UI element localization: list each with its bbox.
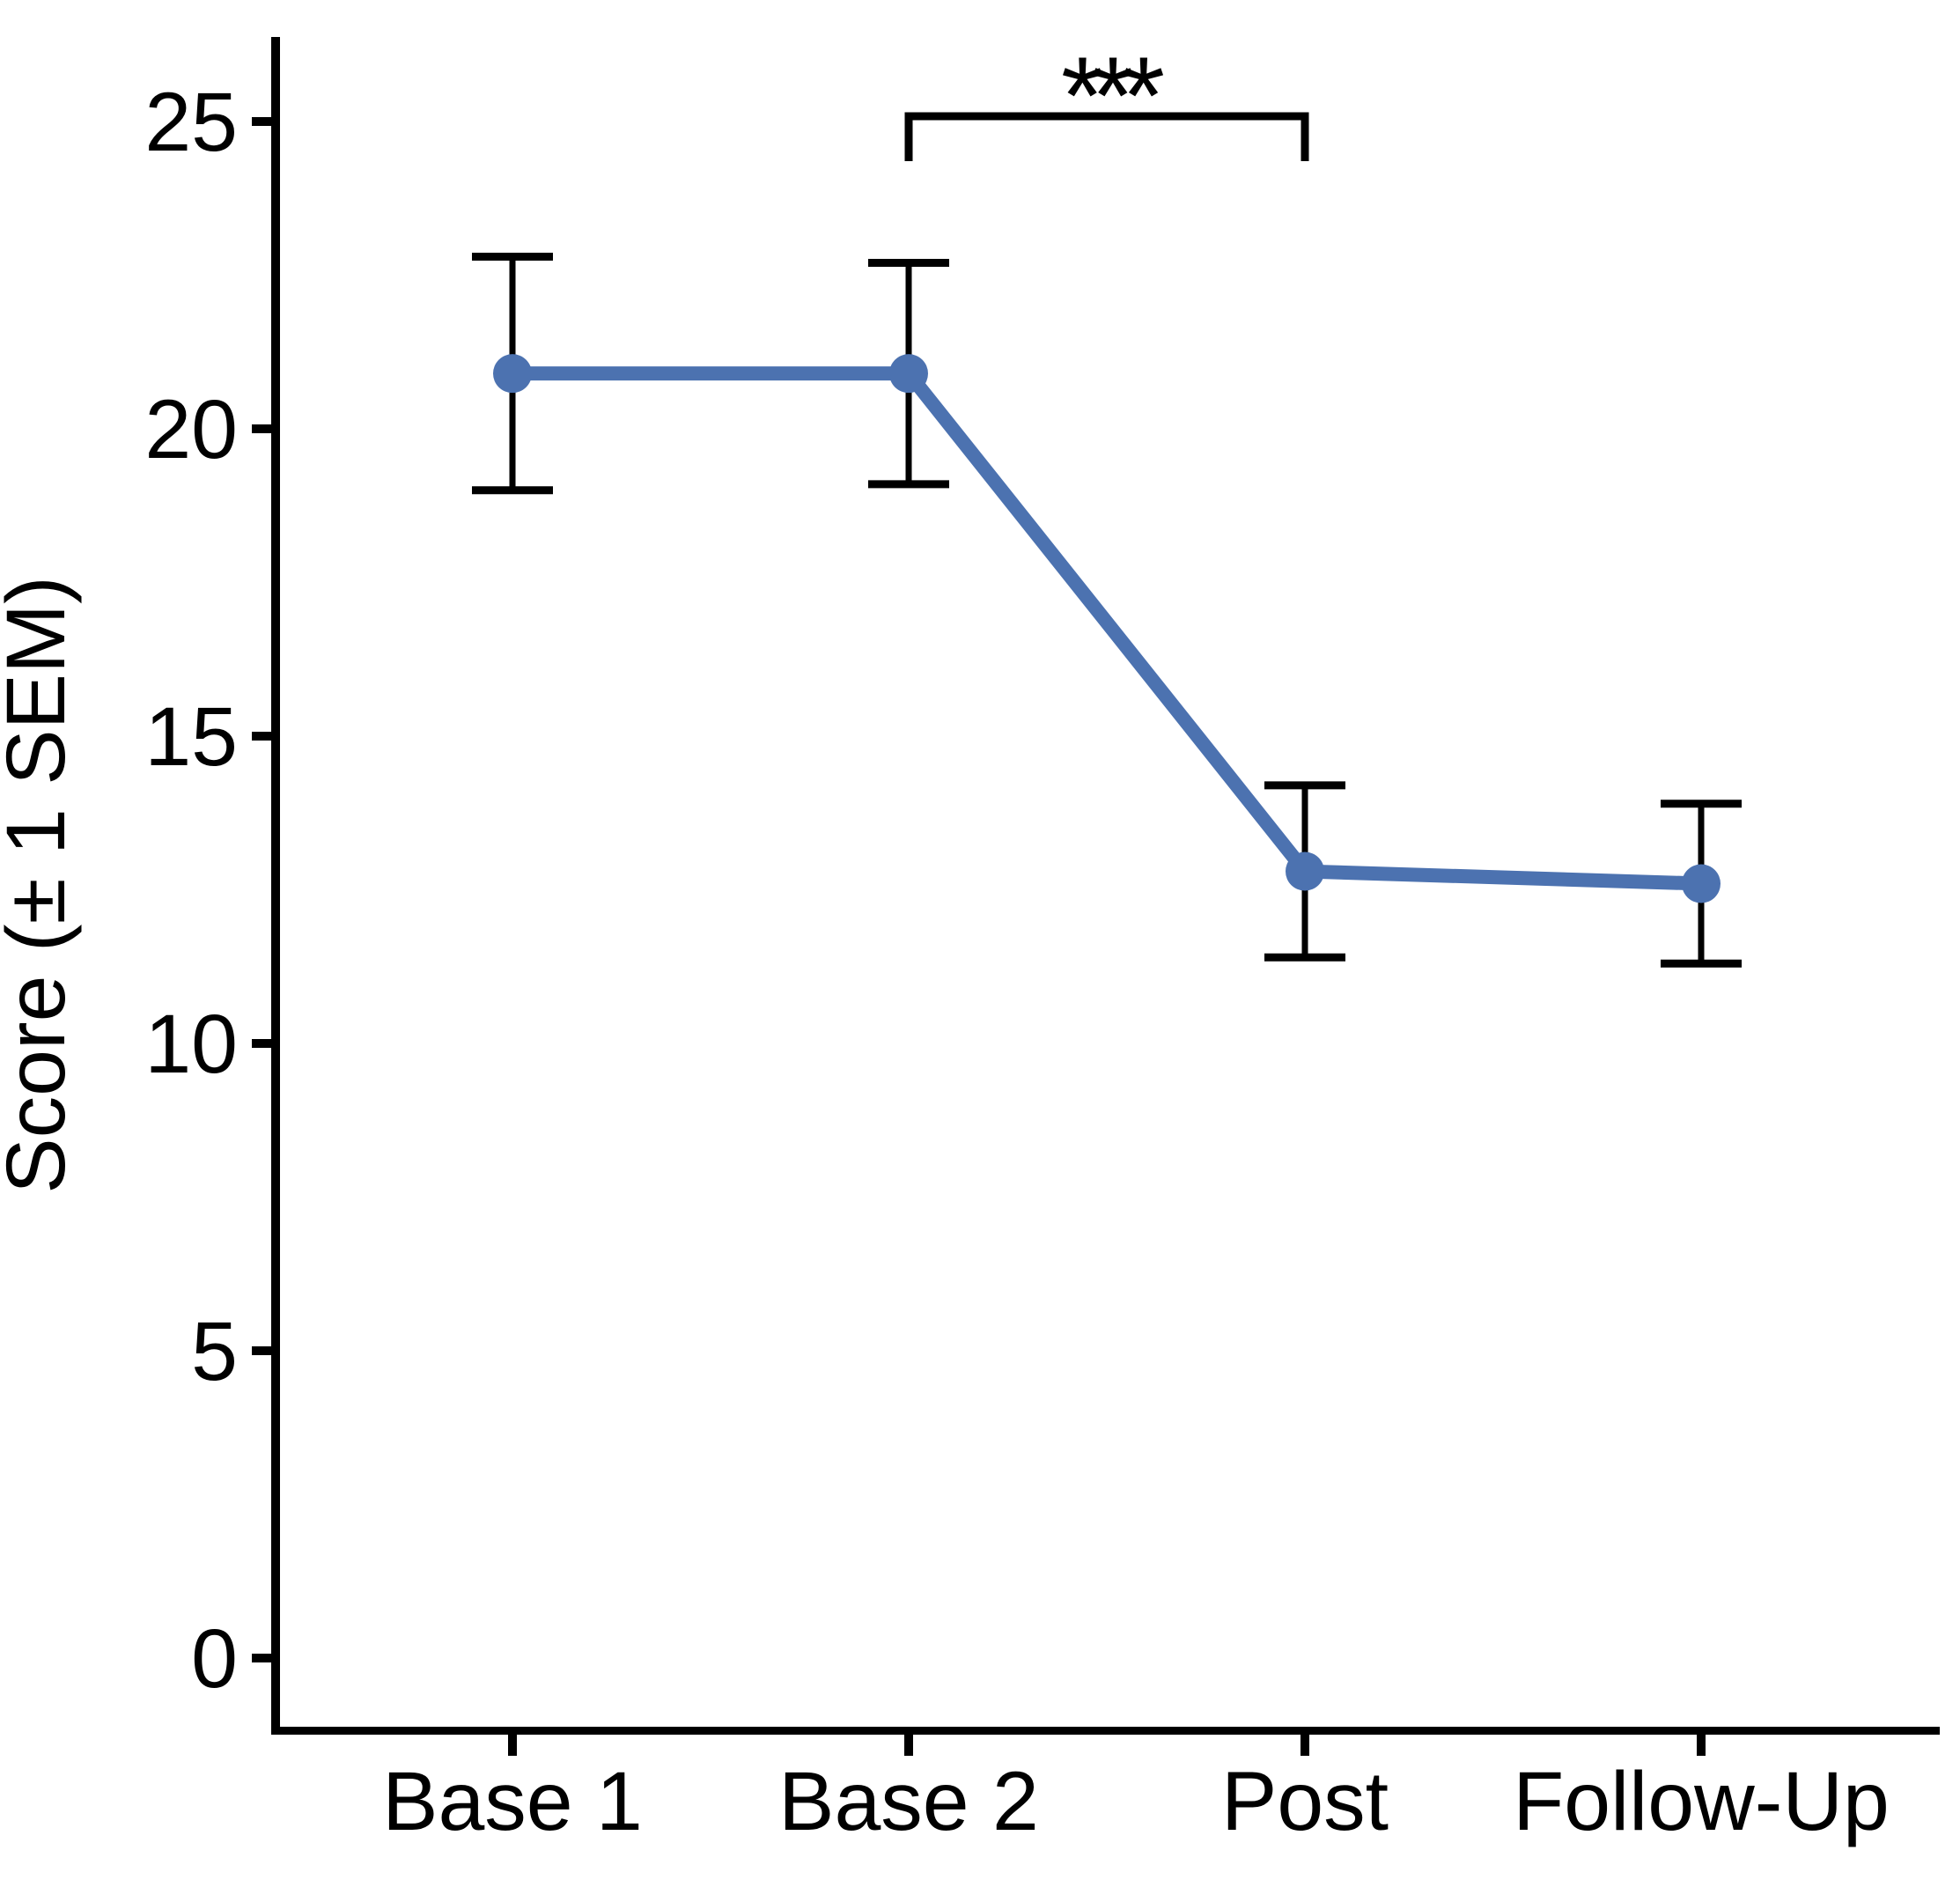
y-tick-5: [252, 1346, 271, 1355]
series-line: [505, 366, 1708, 891]
y-tick-label-10: 10: [144, 998, 238, 1091]
y-tick-15: [252, 732, 271, 741]
x-tick-label-base-1: Base 1: [382, 1755, 643, 1848]
x-tick-post: [1301, 1735, 1309, 1756]
y-axis-title: Score (± 1 SEM): [0, 576, 83, 1193]
y-tick-20: [252, 424, 271, 433]
x-axis-spine: [271, 1727, 1940, 1735]
x-tick-base-2: [904, 1735, 913, 1756]
data-point-follow-up: [1682, 864, 1721, 903]
y-tick-label-25: 25: [144, 76, 238, 169]
x-tick-label-follow-up: Follow-Up: [1513, 1755, 1890, 1848]
y-tick-label-5: 5: [191, 1305, 238, 1398]
significance-stars: ***: [1061, 35, 1163, 158]
significance-bracket: [904, 112, 1309, 161]
y-axis-spine: [271, 37, 280, 1735]
y-tick-label-20: 20: [144, 383, 238, 476]
data-point-base-1: [493, 354, 532, 394]
y-tick-0: [252, 1654, 271, 1662]
y-tick-25: [252, 117, 271, 126]
y-tick-label-0: 0: [191, 1612, 238, 1706]
x-tick-follow-up: [1697, 1735, 1706, 1756]
y-tick-10: [252, 1039, 271, 1048]
data-point-post: [1286, 851, 1324, 891]
data-point-base-2: [889, 354, 928, 394]
x-tick-base-1: [508, 1735, 517, 1756]
x-tick-label-post: Post: [1221, 1755, 1389, 1848]
x-tick-label-base-2: Base 2: [778, 1755, 1039, 1848]
y-tick-label-15: 15: [144, 690, 238, 784]
